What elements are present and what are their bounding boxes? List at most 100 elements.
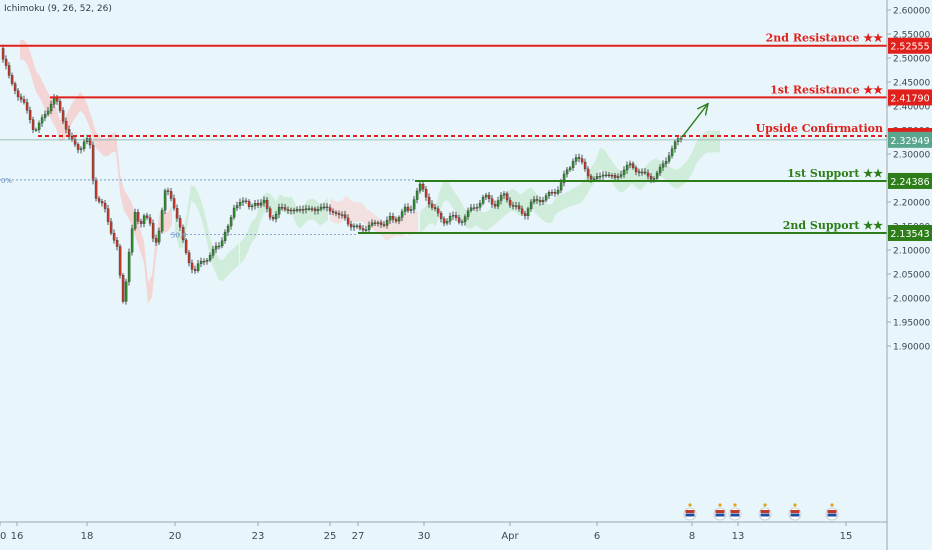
candle-body xyxy=(673,141,677,150)
candle-body xyxy=(256,203,260,206)
candle-body xyxy=(589,175,593,180)
candlesticks xyxy=(1,44,683,305)
candle-body xyxy=(58,101,62,111)
candle-body xyxy=(334,212,338,214)
candle-body xyxy=(295,209,299,211)
candle-body xyxy=(388,216,392,221)
candle-body xyxy=(586,168,590,177)
candle-body xyxy=(211,249,215,256)
candle-body xyxy=(190,262,194,270)
candle-body xyxy=(88,138,92,146)
candle-body xyxy=(514,205,518,207)
candle-body xyxy=(451,215,455,217)
candle-body xyxy=(94,180,98,199)
candle-body xyxy=(367,225,371,230)
candle-body xyxy=(412,199,416,210)
candle-body xyxy=(400,211,404,218)
projection-arrow xyxy=(681,102,709,138)
candle-body xyxy=(238,202,242,206)
time-axis[interactable]: 16 18 20 23 25 27 30 Apr 6 8 13 15 20 xyxy=(0,522,852,542)
candle-body xyxy=(10,75,14,84)
candle-body xyxy=(610,175,614,177)
candle-body xyxy=(112,233,116,241)
event-flag-icon[interactable] xyxy=(683,503,697,521)
candle-body xyxy=(73,139,77,145)
event-flag-icon[interactable] xyxy=(728,503,742,521)
candle-body xyxy=(22,99,26,103)
candle-body xyxy=(175,208,179,219)
candle-body xyxy=(40,117,44,124)
candle-body xyxy=(244,200,248,203)
candle-body xyxy=(235,205,239,209)
candle-body xyxy=(616,176,620,178)
candle-body xyxy=(124,281,128,302)
current-price-text: 2.32949 xyxy=(890,136,929,147)
candle-body xyxy=(1,48,5,60)
y-tick-label: 1.90000 xyxy=(893,343,930,353)
event-flag-icon[interactable] xyxy=(758,503,772,521)
candle-body xyxy=(382,224,386,226)
event-flag-icon[interactable] xyxy=(788,503,802,521)
candle-body xyxy=(325,206,329,209)
candle-body xyxy=(193,269,197,271)
candle-body xyxy=(601,174,605,177)
candle-body xyxy=(226,225,230,233)
candle-body xyxy=(178,218,182,228)
candle-body xyxy=(196,263,200,271)
x-tick-label: 23 xyxy=(252,531,265,542)
candle-body xyxy=(16,90,20,98)
candle-body xyxy=(394,219,398,222)
candle-body xyxy=(247,201,251,207)
candle-body xyxy=(508,199,512,206)
candle-body xyxy=(439,212,443,219)
candle-body xyxy=(595,176,599,180)
candle-body xyxy=(100,201,104,204)
candle-body xyxy=(661,163,665,168)
candle-body xyxy=(13,83,17,91)
candle-body xyxy=(139,221,143,224)
candle-body xyxy=(496,200,500,207)
candle-body xyxy=(274,214,278,220)
candle-body xyxy=(19,96,23,100)
candle-body xyxy=(262,199,266,204)
candle-body xyxy=(478,203,482,208)
candle-body xyxy=(91,144,95,181)
projection-arrowhead xyxy=(696,102,709,116)
candle-body xyxy=(571,161,575,168)
candle-body xyxy=(565,169,569,175)
candle-body xyxy=(184,239,188,253)
candle-body xyxy=(82,141,86,149)
candle-body xyxy=(4,59,8,66)
cloud-segment xyxy=(120,173,172,304)
candle-body xyxy=(61,110,65,122)
candle-body xyxy=(280,207,284,209)
cloud-segment xyxy=(560,130,720,212)
level-tag xyxy=(888,37,932,54)
candle-body xyxy=(214,245,218,250)
indicator-label[interactable]: Ichimoku (9, 26, 52, 26) xyxy=(4,4,112,14)
ichimoku-cloud xyxy=(20,39,720,304)
y-tick-label: 2.40000 xyxy=(893,103,930,113)
candle-body xyxy=(133,212,137,229)
candle-body xyxy=(115,240,119,247)
fib-label: 0% xyxy=(1,177,12,185)
level-tag xyxy=(888,172,932,189)
level-label: 1st Support ★★ xyxy=(787,167,883,180)
candle-body xyxy=(520,208,524,214)
economic-events[interactable] xyxy=(683,503,839,521)
candle-body xyxy=(523,213,527,217)
candle-body xyxy=(574,157,578,162)
candle-body xyxy=(544,195,548,201)
support-resistance-levels: 2nd Resistance ★★ 1st Resistance ★★ Upside… xyxy=(0,32,887,240)
event-flag-icon[interactable] xyxy=(825,503,839,521)
candle-body xyxy=(364,229,368,231)
event-flag-icon[interactable] xyxy=(713,503,727,521)
candle-body xyxy=(304,208,308,211)
level-tag-text: 2.41790 xyxy=(890,93,929,104)
plot-background xyxy=(0,0,887,522)
candle-body xyxy=(625,164,629,171)
x-tick-label: 16 xyxy=(11,531,24,542)
candle-body xyxy=(592,178,596,181)
candle-body xyxy=(604,174,608,177)
